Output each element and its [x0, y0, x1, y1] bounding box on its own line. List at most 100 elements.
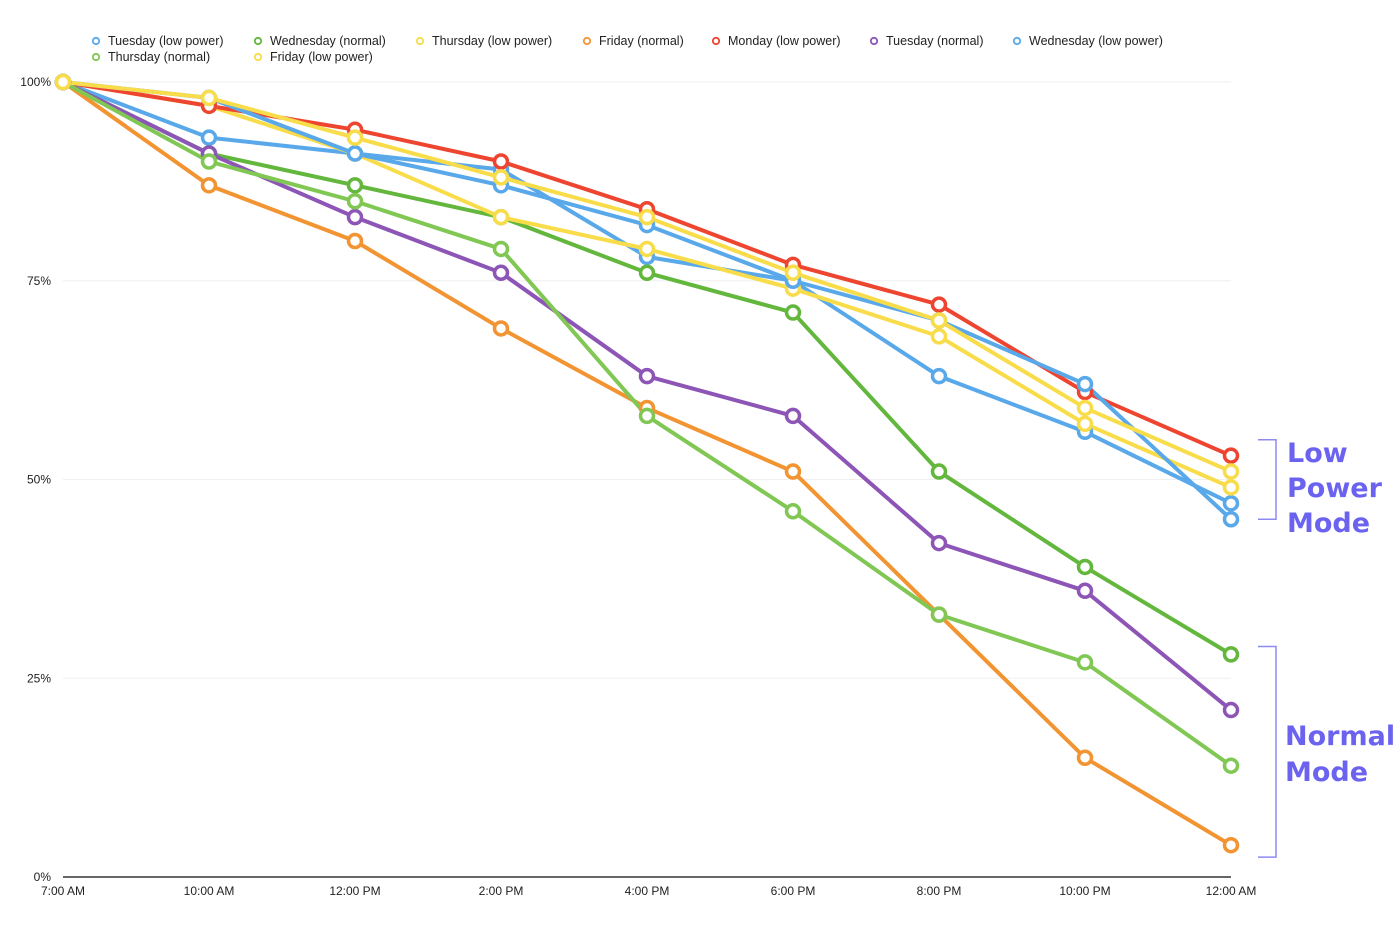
legend-label: Wednesday (normal)	[270, 34, 386, 48]
data-point-friday-low-power	[200, 89, 218, 107]
x-tick-label: 4:00 PM	[625, 884, 670, 898]
legend-marker	[253, 36, 263, 46]
legend-marker	[869, 36, 879, 46]
legend-marker	[253, 52, 263, 62]
data-point-tuesday-low-power	[930, 367, 948, 385]
annotation-bracket	[1258, 439, 1277, 520]
legend-item-monday-low-power: Monday (low power)	[711, 34, 841, 48]
legend-marker	[91, 36, 101, 46]
data-point-friday-normal	[492, 320, 510, 337]
annotation-low-power-mode: Low Power Mode	[1258, 438, 1383, 539]
data-point-thursday-normal	[1222, 757, 1240, 774]
y-tick-label: 0%	[34, 870, 52, 884]
x-tick-label: 6:00 PM	[771, 884, 816, 898]
y-tick-label: 100%	[20, 75, 51, 89]
data-point-thursday-low-power	[1222, 479, 1240, 496]
legend-label: Wednesday (low power)	[1029, 34, 1163, 48]
x-tick-label: 12:00 PM	[329, 884, 380, 898]
data-point-thursday-normal	[930, 606, 948, 623]
data-point-monday-low-power	[1222, 447, 1240, 464]
data-point-thursday-normal	[638, 407, 656, 425]
data-point-friday-low-power	[784, 264, 802, 282]
data-point-friday-normal	[784, 463, 802, 480]
data-point-thursday-low-power	[638, 240, 656, 258]
data-point-tuesday-low-power	[200, 129, 218, 146]
annotation-text: Power	[1287, 473, 1383, 504]
data-point-friday-normal	[1222, 836, 1240, 854]
data-point-friday-low-power	[1076, 399, 1094, 417]
data-point-friday-low-power	[346, 129, 364, 146]
data-point-thursday-low-power	[1076, 415, 1094, 433]
data-point-thursday-normal	[346, 193, 364, 210]
legend-item-thursday-low-power: Thursday (low power)	[415, 34, 552, 48]
data-point-tuesday-normal	[930, 534, 948, 552]
annotation-bracket	[1258, 645, 1277, 858]
annotation-text: Mode	[1287, 508, 1370, 539]
legend-item-tuesday-normal: Tuesday (normal)	[869, 34, 984, 48]
data-point-tuesday-normal	[784, 407, 802, 425]
data-point-wednesday-normal	[1076, 558, 1094, 576]
legend: Tuesday (low power) Wednesday (normal) Thu…	[91, 34, 1163, 64]
data-point-tuesday-normal	[638, 367, 656, 385]
annotation-text: Normal	[1285, 721, 1395, 752]
legend-item-tuesday-low-power: Tuesday (low power)	[91, 34, 224, 48]
legend-item-wednesday-normal: Wednesday (normal)	[253, 34, 386, 48]
legend-label: Thursday (low power)	[432, 34, 552, 48]
legend-marker	[711, 36, 721, 46]
legend-item-wednesday-low-power: Wednesday (low power)	[1012, 34, 1163, 48]
y-tick-label: 75%	[27, 274, 51, 288]
series-lines	[61, 80, 1233, 848]
y-tick-label: 50%	[27, 473, 51, 487]
data-point-thursday-normal	[1076, 654, 1094, 671]
legend-item-friday-normal: Friday (normal)	[582, 34, 684, 48]
data-point-tuesday-normal	[492, 264, 510, 282]
data-point-thursday-low-power	[930, 328, 948, 345]
legend-marker	[415, 36, 425, 46]
data-point-tuesday-normal	[346, 208, 364, 226]
x-tick-label: 10:00 AM	[184, 884, 235, 898]
data-point-friday-normal	[200, 177, 218, 194]
series-points	[54, 73, 1240, 854]
data-point-friday-low-power	[1222, 463, 1240, 480]
legend-label: Tuesday (normal)	[886, 34, 984, 48]
data-point-wednesday-normal	[346, 177, 364, 194]
data-point-friday-low-power	[930, 312, 948, 329]
x-axis: 7:00 AM 10:00 AM 12:00 PM 2:00 PM 4:00 PM 6:0…	[41, 876, 1257, 898]
data-point-monday-low-power	[492, 153, 510, 170]
legend-item-friday-low-power: Friday (low power)	[253, 50, 373, 64]
data-point-thursday-normal	[784, 503, 802, 520]
data-point-monday-low-power	[930, 296, 948, 313]
series-line-tuesday-normal	[61, 80, 1233, 713]
annotation-text: Low	[1287, 438, 1348, 469]
x-tick-label: 7:00 AM	[41, 884, 85, 898]
data-point-wednesday-normal	[1222, 646, 1240, 663]
legend-marker	[582, 36, 592, 46]
data-point-wednesday-low-power	[346, 145, 364, 162]
data-point-friday-low-power	[638, 208, 656, 226]
data-point-thursday-low-power	[492, 208, 510, 226]
series-line-wednesday-low-power	[61, 80, 1233, 522]
legend-label: Monday (low power)	[728, 34, 841, 48]
data-point-friday-normal	[1076, 749, 1094, 766]
legend-label: Thursday (normal)	[108, 50, 210, 64]
data-point-thursday-normal	[492, 240, 510, 258]
data-point-wednesday-low-power	[1076, 375, 1094, 393]
data-point-wednesday-normal	[784, 304, 802, 321]
data-point-tuesday-low-power	[1222, 495, 1240, 512]
annotations: Low Power Mode Normal Mode	[1258, 438, 1395, 858]
data-point-wednesday-normal	[638, 264, 656, 282]
x-tick-label: 12:00 AM	[1206, 884, 1257, 898]
y-tick-label: 25%	[27, 671, 51, 685]
x-tick-label: 8:00 PM	[917, 884, 962, 898]
legend-label: Friday (normal)	[599, 34, 684, 48]
data-point-tuesday-normal	[1222, 701, 1240, 719]
data-point-thursday-normal	[200, 153, 218, 170]
data-point-tuesday-normal	[1076, 582, 1094, 600]
legend-label: Tuesday (low power)	[108, 34, 224, 48]
series-line-tuesday-low-power	[61, 80, 1233, 506]
data-point-friday-normal	[346, 232, 364, 250]
data-point-friday-low-power	[54, 73, 72, 91]
series-line-friday-normal	[61, 80, 1233, 848]
legend-label: Friday (low power)	[270, 50, 373, 64]
